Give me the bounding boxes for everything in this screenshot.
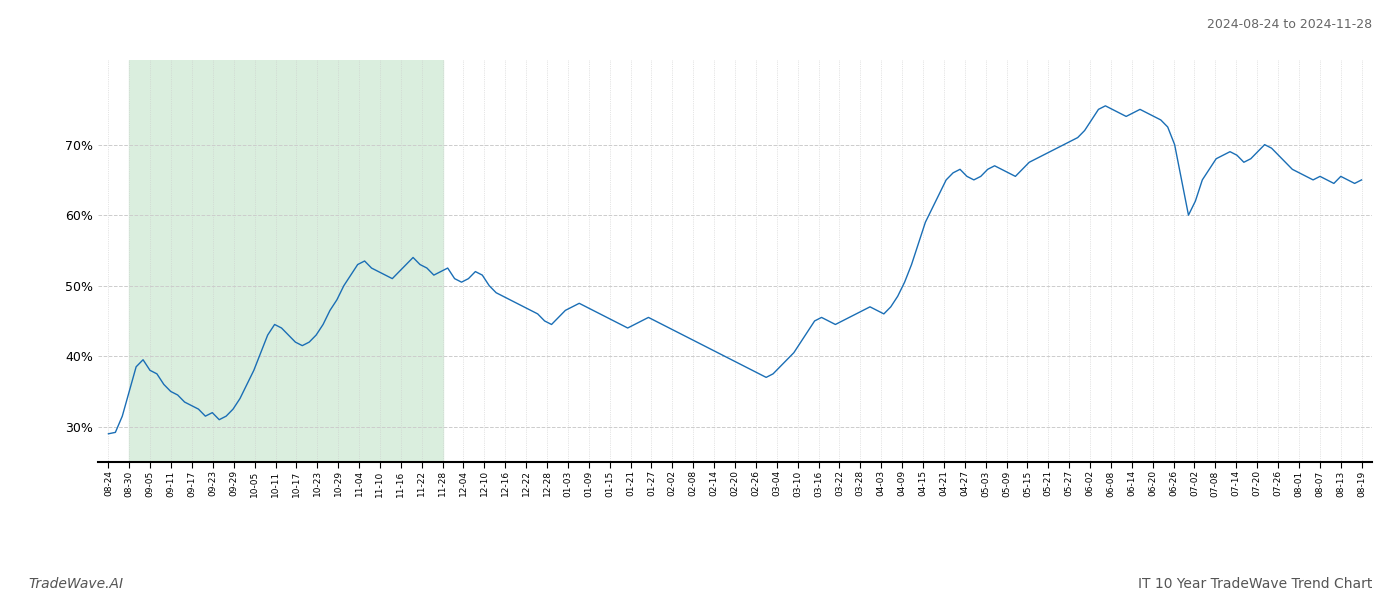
Text: TradeWave.AI: TradeWave.AI bbox=[28, 577, 123, 591]
Text: IT 10 Year TradeWave Trend Chart: IT 10 Year TradeWave Trend Chart bbox=[1138, 577, 1372, 591]
Bar bbox=[129, 60, 442, 462]
Text: 2024-08-24 to 2024-11-28: 2024-08-24 to 2024-11-28 bbox=[1207, 18, 1372, 31]
